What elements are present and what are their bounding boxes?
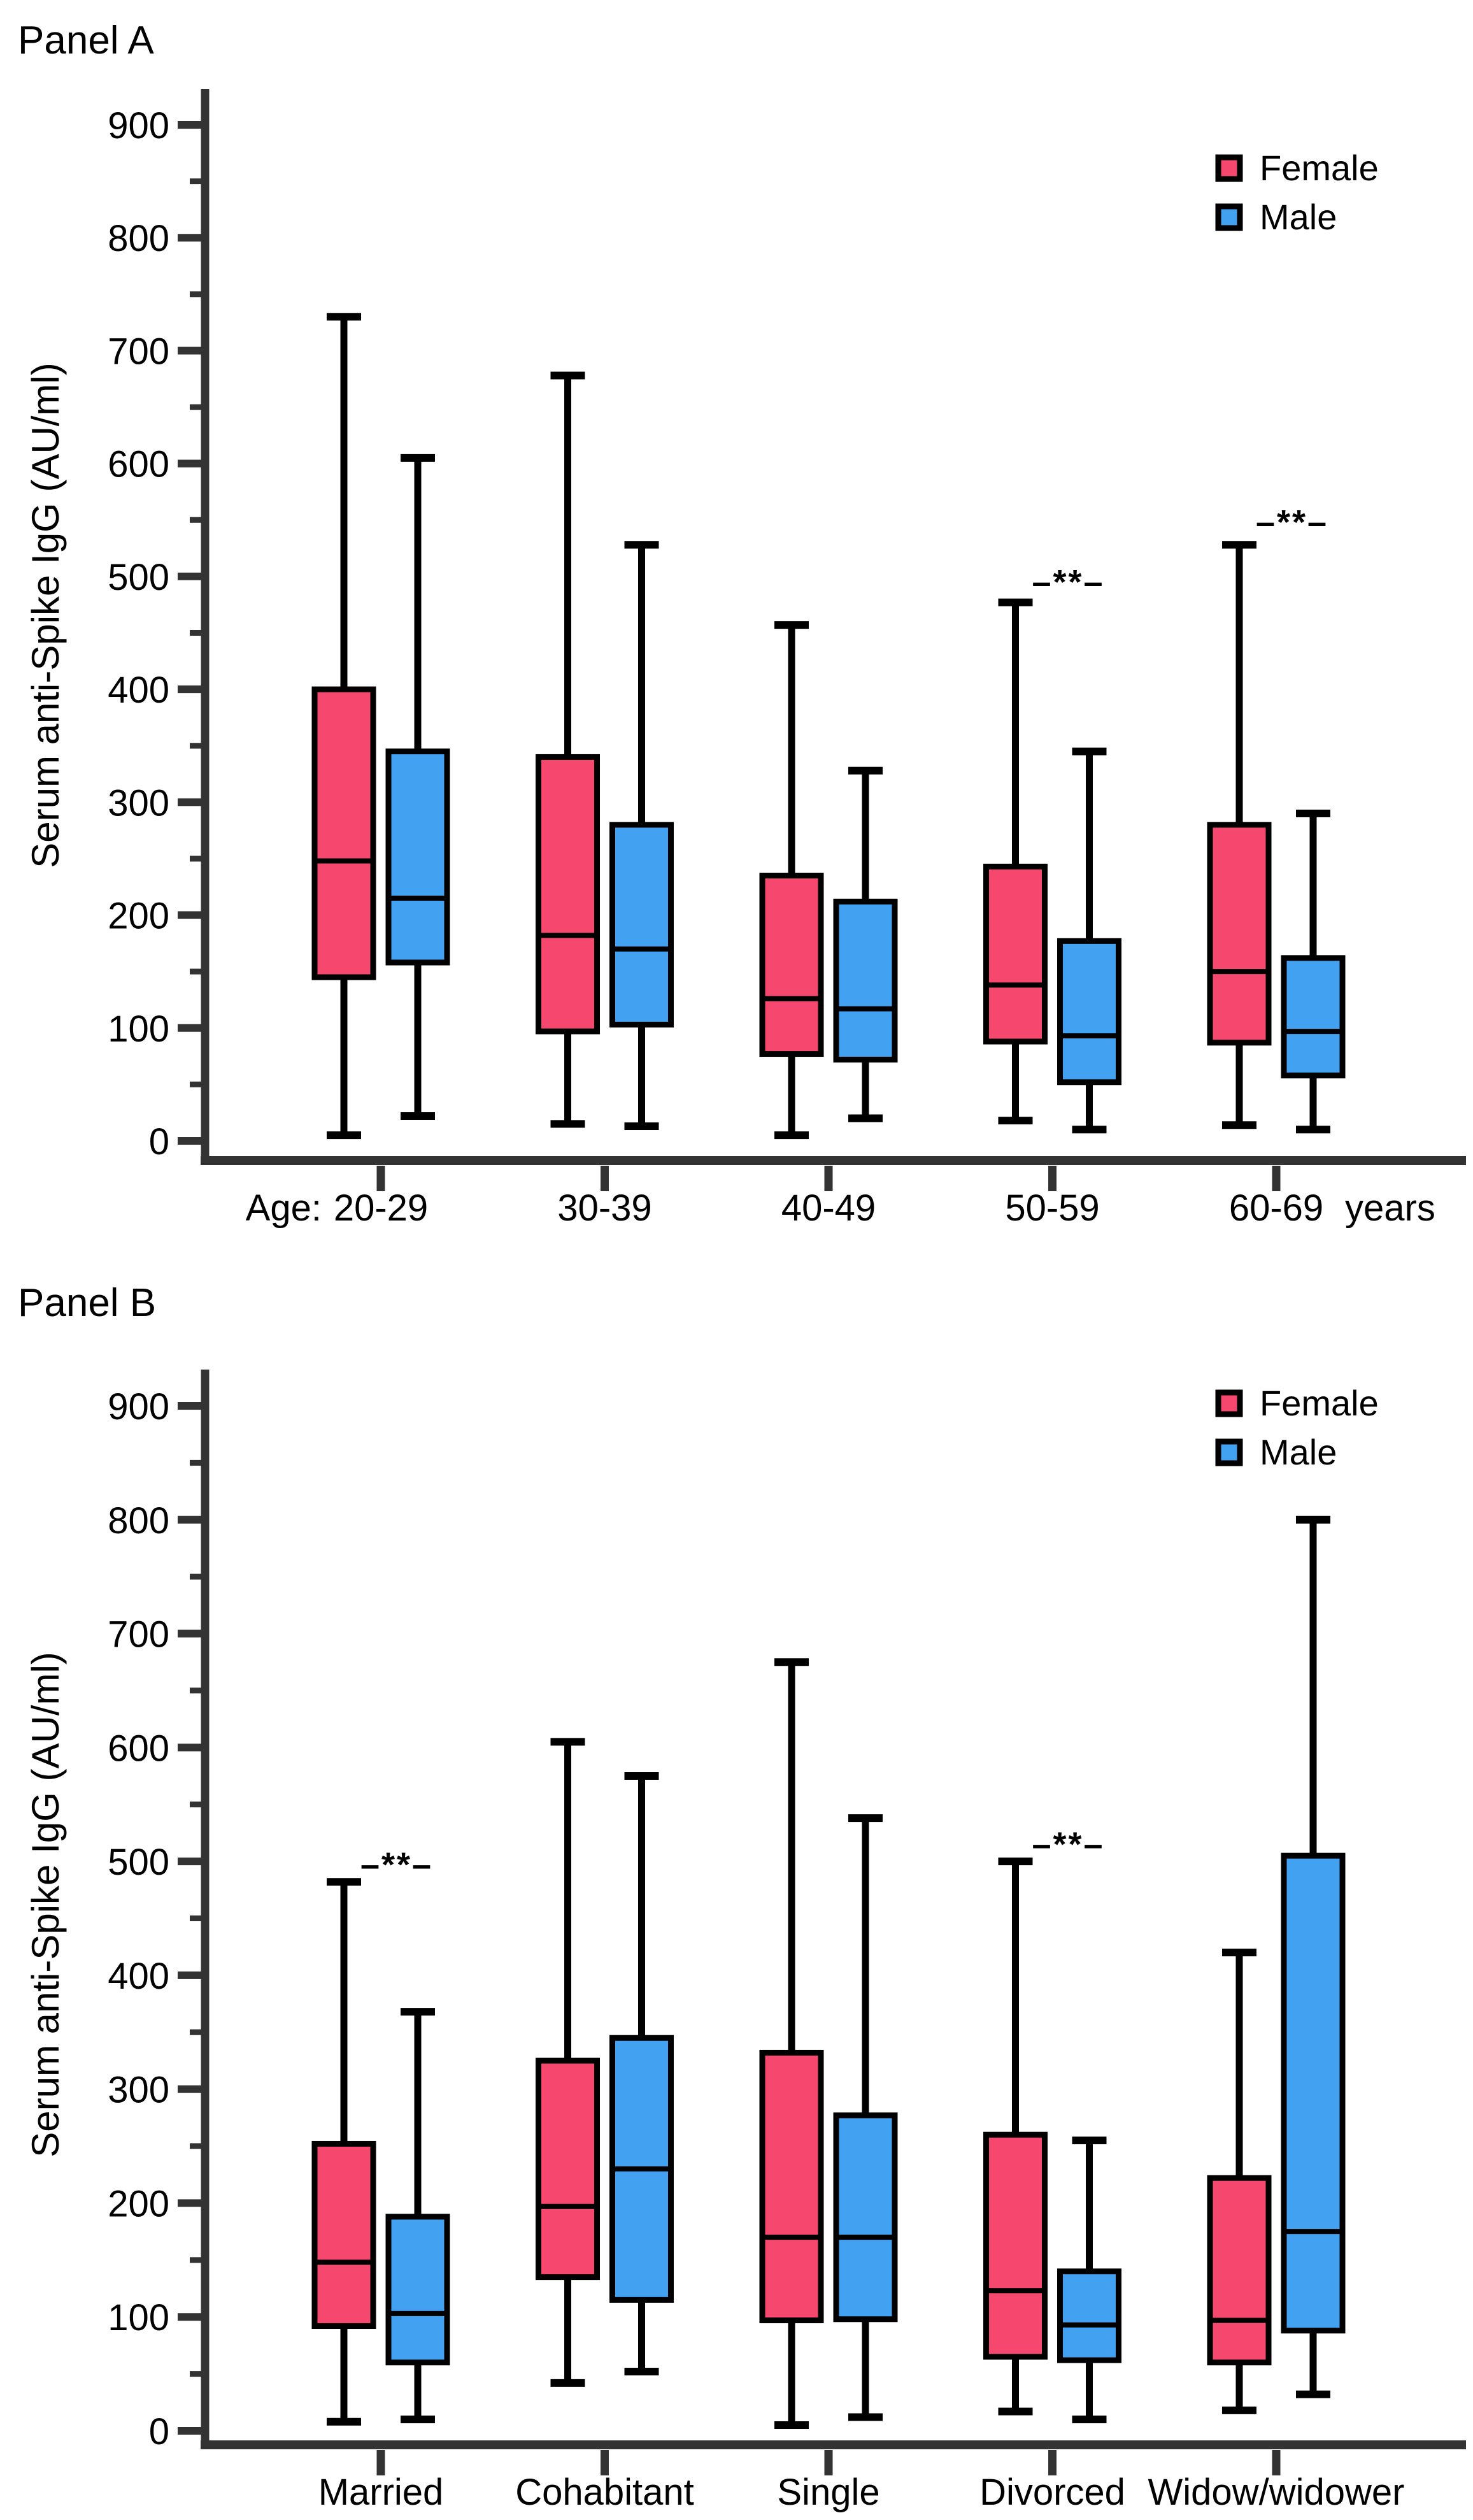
category-label: 40-49: [781, 1187, 876, 1229]
y-tick-label: 900: [108, 1386, 169, 1428]
legend-label-male: Male: [1260, 197, 1337, 237]
legend-label-female: Female: [1260, 1383, 1379, 1423]
box-female-60-69: [1207, 822, 1272, 1046]
legend-swatch-female: [1215, 1389, 1243, 1417]
y-tick-label: 700: [108, 1614, 169, 1656]
legend-swatch-female: [1215, 154, 1243, 182]
category-label: Divorced: [979, 2472, 1125, 2513]
legend-swatch-male: [1215, 203, 1243, 231]
x-axis-prefix: Age:: [246, 1187, 322, 1229]
box-female-Married: [311, 2140, 376, 2330]
y-tick-label: 600: [108, 444, 169, 485]
box-female-Single: [759, 2049, 824, 2324]
box-male-30-39: [609, 822, 674, 1027]
y-tick-label: 200: [108, 2183, 169, 2224]
box-female-Cohabitant: [536, 2058, 600, 2280]
legend-label-female: Female: [1260, 148, 1379, 188]
significance-marker-60-69: –**–: [1256, 503, 1328, 541]
box-male-50-59: [1057, 938, 1121, 1085]
y-tick-label: 0: [149, 1121, 169, 1163]
y-tick-label: 100: [108, 2297, 169, 2338]
panel-a-legend: Female Male: [1215, 148, 1379, 237]
panel-a-title: Panel A: [18, 18, 154, 62]
category-label: 50-59: [1005, 1187, 1099, 1229]
box-female-40-49: [759, 873, 824, 1057]
category-label: Married: [318, 2472, 444, 2513]
panel-b-legend: Female Male: [1215, 1383, 1379, 1472]
y-tick-label: 300: [108, 782, 169, 824]
y-tick-label: 900: [108, 105, 169, 147]
y-tick-label: 0: [149, 2411, 169, 2452]
box-female-Divorced: [983, 2131, 1048, 2360]
y-tick-label: 600: [108, 1728, 169, 1769]
y-tick-label: 500: [108, 557, 169, 598]
box-female-20-29: [311, 686, 376, 980]
y-tick-label: 500: [108, 1842, 169, 1883]
box-female-30-39: [536, 754, 600, 1034]
category-label: 20-29: [334, 1187, 428, 1229]
box-male-40-49: [833, 898, 898, 1063]
box-male-Single: [833, 2112, 898, 2323]
significance-marker-Married: –**–: [360, 1845, 433, 1884]
box-male-Divorced: [1057, 2268, 1121, 2363]
legend-label-male: Male: [1260, 1432, 1337, 1472]
category-label: Single: [777, 2472, 879, 2513]
panel-b-title: Panel B: [18, 1281, 156, 1325]
y-tick-label: 100: [108, 1008, 169, 1050]
box-female-Widow/widower: [1207, 2175, 1272, 2366]
y-tick-label: 200: [108, 896, 169, 937]
significance-marker-50-59: –**–: [1032, 563, 1104, 601]
panel-b-y-axis-label: Serum anti-Spike IgG (AU/ml): [24, 1652, 67, 2158]
category-label: Cohabitant: [515, 2472, 694, 2513]
box-male-20-29: [385, 748, 450, 966]
box-male-Married: [385, 2214, 450, 2366]
box-male-Widow/widower: [1281, 1852, 1346, 2334]
panel-a-y-axis-label: Serum anti-Spike IgG (AU/ml): [24, 362, 67, 868]
category-label: Widow/widower: [1148, 2472, 1405, 2513]
category-label: 60-69: [1229, 1187, 1323, 1229]
y-tick-label: 700: [108, 331, 169, 372]
y-tick-label: 800: [108, 218, 169, 259]
legend-swatch-male: [1215, 1438, 1243, 1466]
significance-marker-Divorced: –**–: [1032, 1825, 1104, 1863]
y-tick-label: 400: [108, 1956, 169, 1997]
charts-layer: 0 100 200 300 400 500 600 700 800 900 20-29 30-39 40…: [108, 89, 1466, 2513]
y-tick-label: 800: [108, 1500, 169, 1542]
x-axis-suffix: years: [1345, 1187, 1435, 1229]
y-tick-label: 300: [108, 2070, 169, 2111]
box-female-50-59: [983, 863, 1048, 1045]
category-label: 30-39: [557, 1187, 651, 1229]
y-tick-label: 400: [108, 669, 169, 711]
box-male-60-69: [1281, 955, 1346, 1078]
